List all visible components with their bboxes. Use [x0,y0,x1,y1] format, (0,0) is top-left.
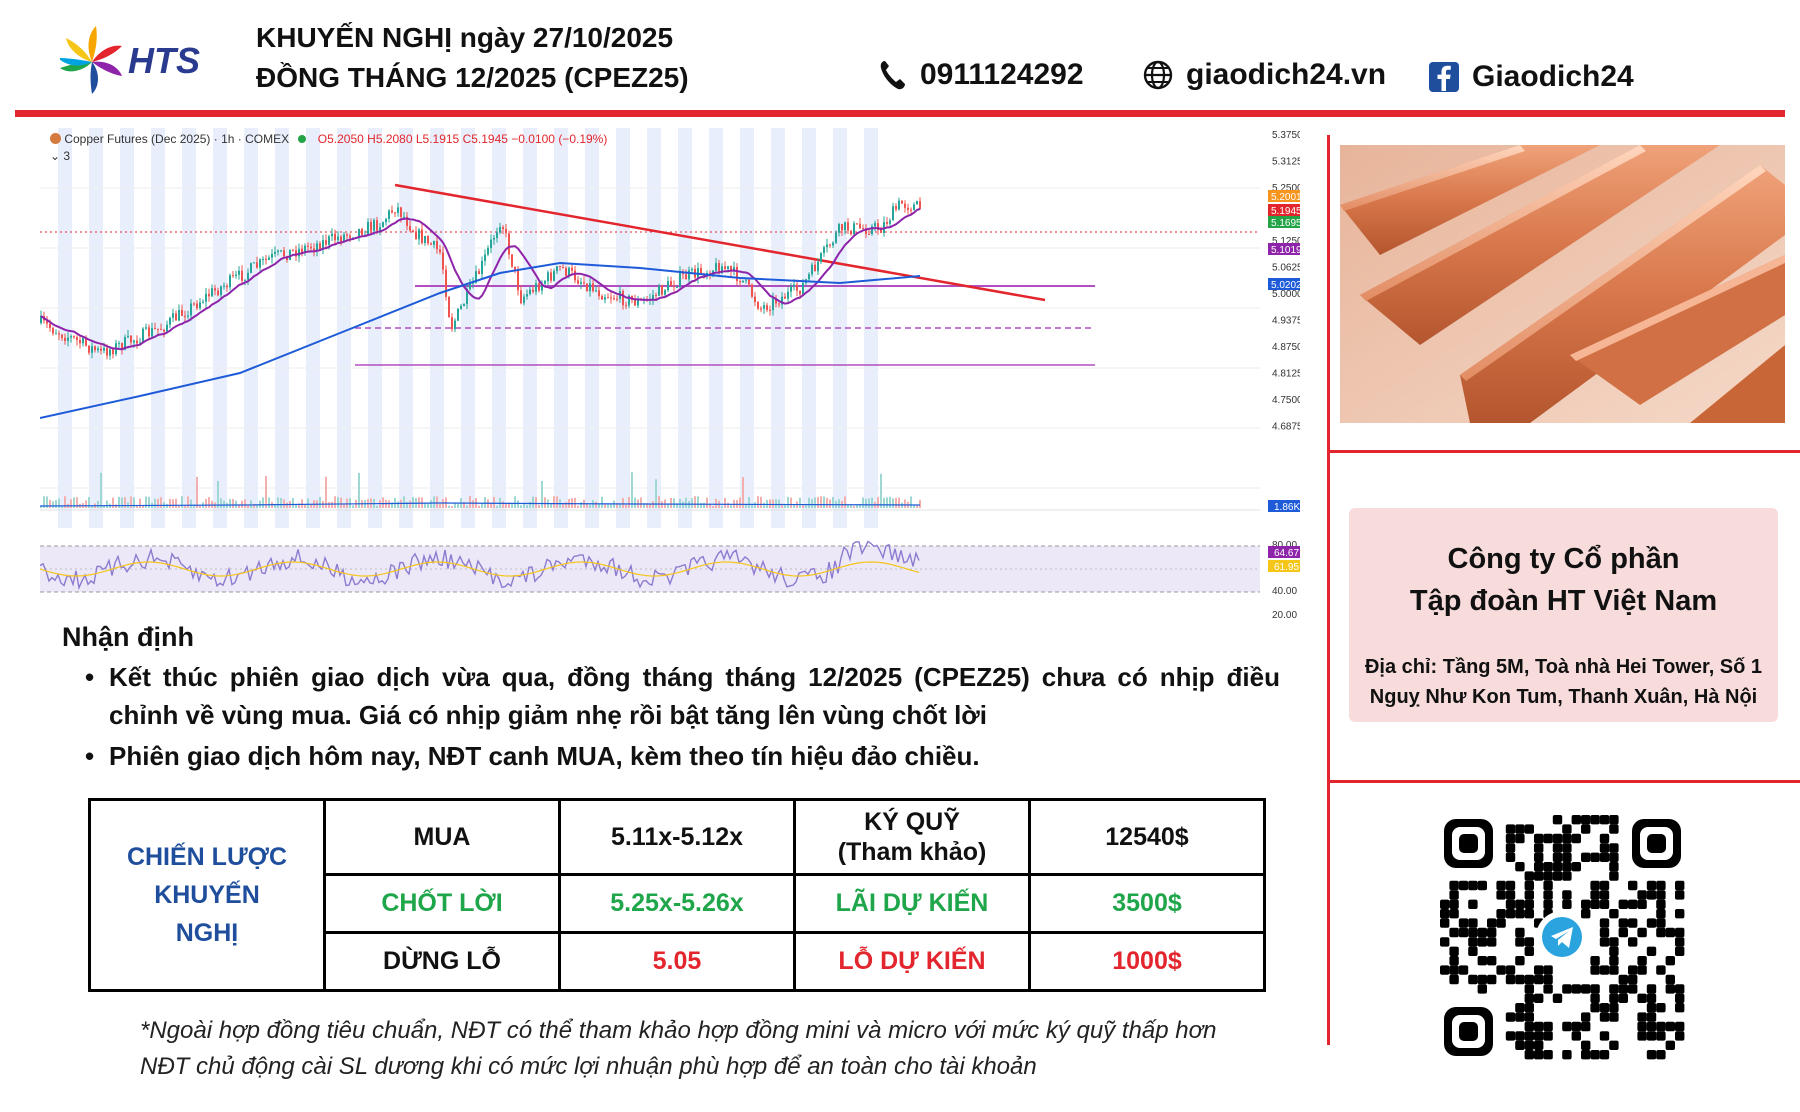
facebook-icon [1429,62,1459,92]
price-tag: 5.2001 [1268,190,1304,203]
price-tag: 5.1019 [1268,243,1304,256]
price-axis-tick: 4.6875 [1272,422,1300,433]
right-column-divider [1327,135,1330,1045]
pinwheel-logo-icon [58,26,122,94]
take-profit-range: 5.25x-5.26x [558,873,796,934]
volume-tag: 1.86K [1268,500,1304,513]
contact-phone[interactable]: 0911124292 [878,58,1084,92]
qr-finder-bottom-left [1444,1007,1493,1056]
contact-website[interactable]: giaodich24.vn [1142,58,1386,92]
contact-facebook[interactable]: Giaodich24 [1428,60,1634,94]
company-name-line2: Tập đoàn HT Việt Nam [1409,585,1718,617]
report-title: KHUYẾN NGHỊ ngày 27/10/2025 [256,22,674,53]
indicator-count: 3 [63,149,71,163]
qr-finder-top-right [1632,819,1681,868]
price-axis-tick: 5.3125 [1272,157,1300,168]
company-card: Công ty Cổ phần Tập đoàn HT Việt Nam Địa… [1349,508,1778,722]
qr-finder-top-left [1444,819,1493,868]
buy-range: 5.11x-5.12x [558,798,796,876]
analysis-bullets: Kết thúc phiên giao dịch vừa qua, đồng t… [85,658,1280,778]
brand-name: HTS [128,40,200,81]
copper-icon [50,133,61,144]
website-link[interactable]: giaodich24.vn [1186,58,1387,91]
strategy-table: CHIẾN LƯỢC KHUYẾN NGHỊ MUA 5.11x-5.12x K… [88,798,1266,992]
price-axis-tick: 5.0000 [1272,289,1300,300]
indicators-collapse[interactable]: ⌄ 3 [50,149,607,163]
expected-profit-value: 3500$ [1028,873,1266,934]
stop-loss-label: DỪNG LỖ [323,931,561,992]
strategy-label: CHIẾN LƯỢC KHUYẾN NGHỊ [88,798,326,992]
price-axis-tick: 5.2500 [1272,183,1300,194]
price-axis-tick: 4.9375 [1272,316,1300,327]
price-axis-tick: 5.0625 [1272,263,1300,274]
svg-text:1.86K: 1.86K [1274,502,1300,513]
phone-number: 0911124292 [920,58,1084,91]
analysis-heading: Nhận định [62,622,194,652]
company-address: Địa chỉ: Tầng 5M, Toà nhà Hei Tower, Số … [1364,656,1763,708]
price-tag: 5.1945 [1268,204,1304,217]
rsi-tag: 61.95 [1268,560,1304,573]
expected-loss-label: LỖ DỰ KIẾN [793,931,1031,992]
chart-symbol: Copper Futures (Dec 2025) · 1h · COMEX [64,132,290,146]
rsi-axis-tick: 20.00 [1272,610,1297,618]
footnote: *Ngoài hợp đồng tiêu chuẩn, NĐT có thể t… [140,1013,1216,1085]
take-profit-label: CHỐT LỜI [323,873,561,934]
rsi-tag: 64.67 [1268,546,1304,559]
price-axis-tick: 4.7500 [1272,395,1300,406]
right-divider-bottom [1327,780,1800,783]
header-divider [15,110,1785,117]
telegram-icon [1536,911,1588,963]
svg-text:5.2001: 5.2001 [1271,192,1300,203]
chevron-down-icon: ⌄ [50,149,61,163]
buy-label: MUA [323,798,561,876]
report-subtitle: ĐỒNG THÁNG 12/2025 (CPEZ25) [256,62,689,93]
margin-value: 12540$ [1028,798,1266,876]
svg-text:5.1695: 5.1695 [1271,218,1300,229]
svg-text:5.0202: 5.0202 [1271,280,1300,291]
svg-text:64.67: 64.67 [1274,548,1299,559]
price-axis-tick: 5.1250 [1272,236,1300,247]
rsi-axis-tick: 80.00 [1272,540,1297,551]
svg-text:5.1945: 5.1945 [1271,206,1300,217]
price-axis-tick: 5.3750 [1272,130,1300,141]
price-axis-tick: 4.8125 [1272,369,1300,380]
telegram-qr-code[interactable] [1440,815,1685,1060]
candlestick-chart-svg: 5.37505.31255.25005.18755.12505.06255.00… [39,128,1304,621]
company-name-line1: Công ty Cổ phần [1447,543,1680,575]
rsi-axis-tick: 40.00 [1272,586,1297,597]
hts-logo: HTS [58,22,210,97]
stop-loss-value: 5.05 [558,931,796,992]
phone-icon [880,61,905,90]
price-tag: 5.1695 [1268,216,1304,229]
svg-text:5.1019: 5.1019 [1271,245,1300,256]
svg-text:61.95: 61.95 [1274,562,1299,573]
market-status-icon [298,135,307,143]
chart-legend: Copper Futures (Dec 2025) · 1h · COMEX O… [50,132,607,163]
footnote-line1: *Ngoài hợp đồng tiêu chuẩn, NĐT có thể t… [140,1017,1217,1044]
analysis-bullet: Kết thúc phiên giao dịch vừa qua, đồng t… [85,658,1280,734]
globe-icon [1143,60,1173,90]
price-tag: 5.0202 [1268,278,1304,291]
copper-bars-image [1340,145,1785,423]
analysis-bullet: Phiên giao dịch hôm nay, NĐT canh MUA, k… [85,737,1280,775]
footnote-line2: NĐT chủ động cài SL dương khi có mức lợi… [140,1053,1037,1080]
facebook-page: Giaodich24 [1472,60,1634,93]
ohlc-readout: O5.2050 H5.2080 L5.1915 C5.1945 −0.0100 … [317,132,608,146]
expected-loss-value: 1000$ [1028,931,1266,992]
margin-label: KÝ QUỸ (Tham khảo) [793,798,1031,876]
expected-profit-label: LÃI DỰ KIẾN [793,873,1031,934]
price-axis-tick: 4.8750 [1272,342,1300,353]
price-chart: 5.37505.31255.25005.18755.12505.06255.00… [39,128,1304,621]
right-divider-top [1327,450,1800,453]
